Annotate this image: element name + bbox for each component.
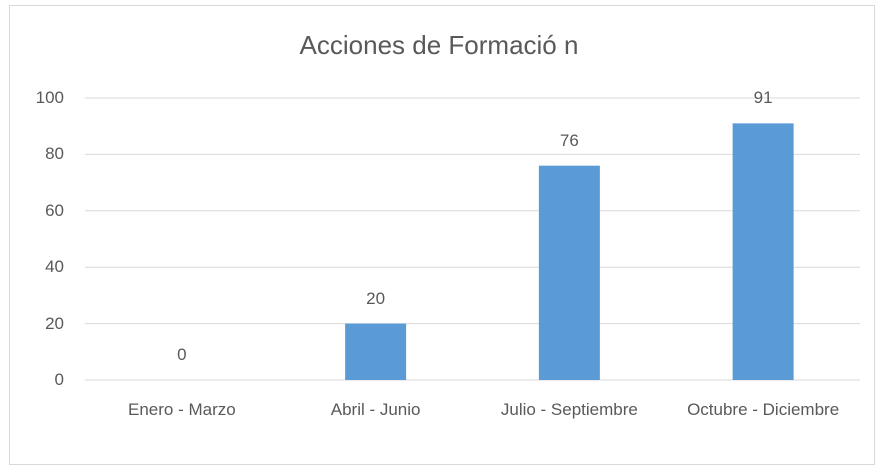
data-label: 76 — [559, 130, 579, 150]
bar — [538, 165, 600, 380]
y-tick-label: 0 — [54, 370, 64, 389]
y-tick-label: 80 — [45, 144, 64, 164]
x-tick-label: Abril - Junio — [330, 400, 421, 419]
data-label: 20 — [366, 288, 386, 308]
y-tick-label: 20 — [45, 313, 64, 333]
y-tick-label: 100 — [35, 88, 64, 107]
chart-border — [9, 5, 875, 465]
chart-title: Acciones de Formació n — [299, 30, 579, 60]
bar — [345, 323, 407, 380]
x-tick-label: Octubre - Diciembre — [687, 400, 840, 419]
y-tick-label: 40 — [45, 257, 64, 277]
data-label: 0 — [177, 345, 187, 364]
x-tick-label: Julio - Septiembre — [500, 400, 638, 419]
data-label: 91 — [753, 88, 773, 108]
y-tick-label: 60 — [45, 200, 64, 220]
bar — [732, 123, 794, 380]
x-tick-label: Enero - Marzo — [128, 400, 236, 419]
